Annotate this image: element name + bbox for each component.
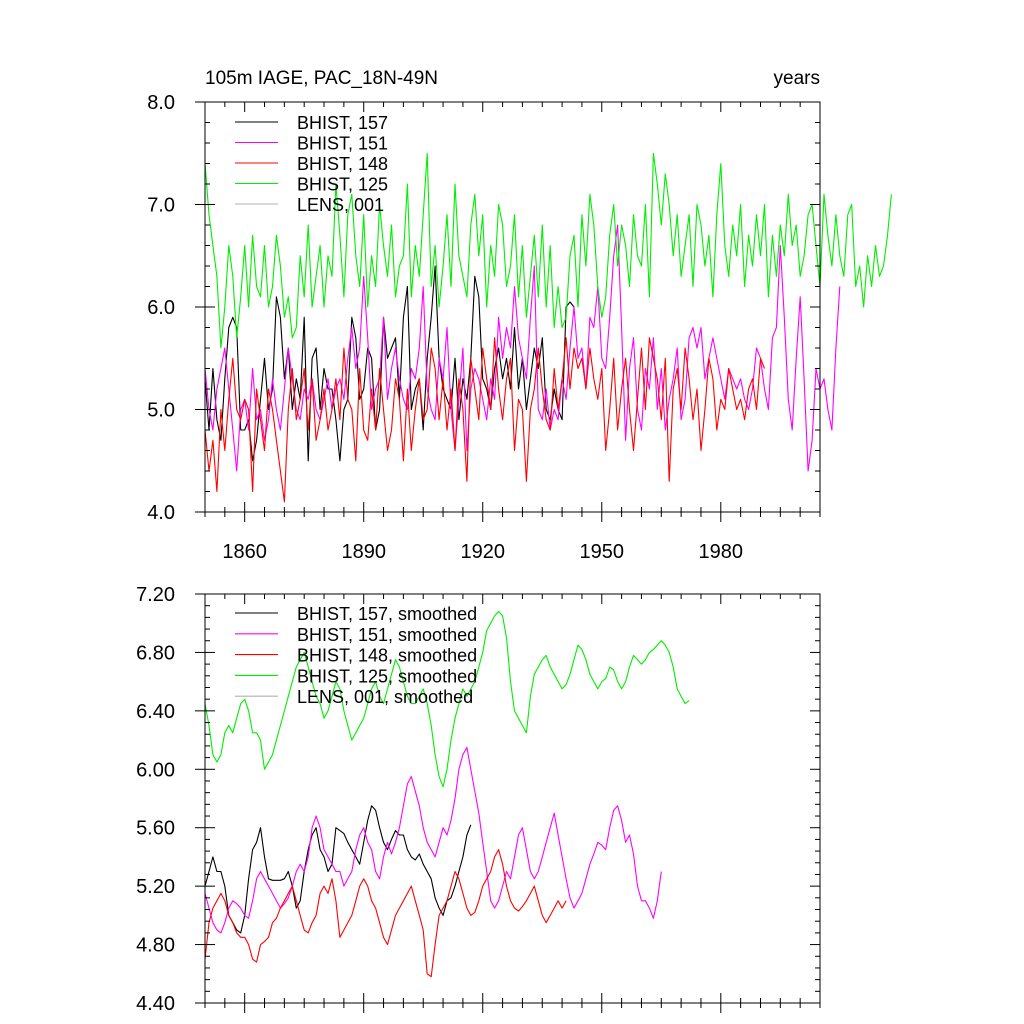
x-tick-label: 1980 xyxy=(699,541,744,563)
legend-label: BHIST, 157, smoothed xyxy=(297,604,477,624)
y-tick-label: 5.60 xyxy=(136,818,175,840)
y-tick-label: 5.0 xyxy=(147,400,175,422)
y-tick-label: 4.40 xyxy=(136,993,175,1015)
legend-label: BHIST, 148 xyxy=(297,154,388,174)
legend-label: BHIST, 148, smoothed xyxy=(297,646,477,666)
y-tick-label: 6.0 xyxy=(147,297,175,319)
legend-label: LENS, 001, smoothed xyxy=(297,687,473,707)
series-line-1-2 xyxy=(204,849,567,978)
bottom-panel: 4.40 4.80 5.20 5.60 6.00 6.40 6.80 7.20 BHIST, 1… xyxy=(136,584,821,1015)
series-line-1-3 xyxy=(204,610,690,788)
legend-label: BHIST, 151 xyxy=(297,134,388,154)
y-tick-label: 6.40 xyxy=(136,701,175,723)
chart-title: 105m IAGE, PAC_18N-49N xyxy=(205,68,438,89)
series-line-0-2 xyxy=(204,337,766,503)
y-tick-label: 5.20 xyxy=(136,876,175,898)
series-line-0-1 xyxy=(204,224,841,472)
legend-label: BHIST, 125 xyxy=(297,175,388,195)
series-line-1-0 xyxy=(204,805,472,934)
legend-label: BHIST, 125, smoothed xyxy=(297,666,477,686)
y-tick-label: 6.00 xyxy=(136,759,175,781)
legend-label: LENS, 001 xyxy=(297,195,384,215)
legend-label: BHIST, 151, smoothed xyxy=(297,625,477,645)
x-tick-label: 1920 xyxy=(460,541,505,563)
chart-units: years xyxy=(774,68,820,89)
x-tick-label: 1860 xyxy=(222,541,267,563)
y-tick-label: 4.0 xyxy=(147,502,175,524)
series-line-0-3 xyxy=(204,152,892,349)
top-panel: 4.0 5.0 6.0 7.0 8.0 1860 1890 1920 1950 1980 105m … xyxy=(147,68,892,563)
y-tick-label: 6.80 xyxy=(136,642,175,664)
series-line-0-0 xyxy=(204,265,575,462)
y-tick-label: 4.80 xyxy=(136,935,175,957)
x-tick-label: 1950 xyxy=(580,541,625,563)
x-tick-label: 1890 xyxy=(341,541,386,563)
y-tick-label: 7.20 xyxy=(136,584,175,606)
y-tick-label: 7.0 xyxy=(147,195,175,217)
legend-label: BHIST, 157 xyxy=(297,113,388,133)
plot-frame xyxy=(204,593,821,1004)
y-tick-label: 8.0 xyxy=(147,92,175,114)
